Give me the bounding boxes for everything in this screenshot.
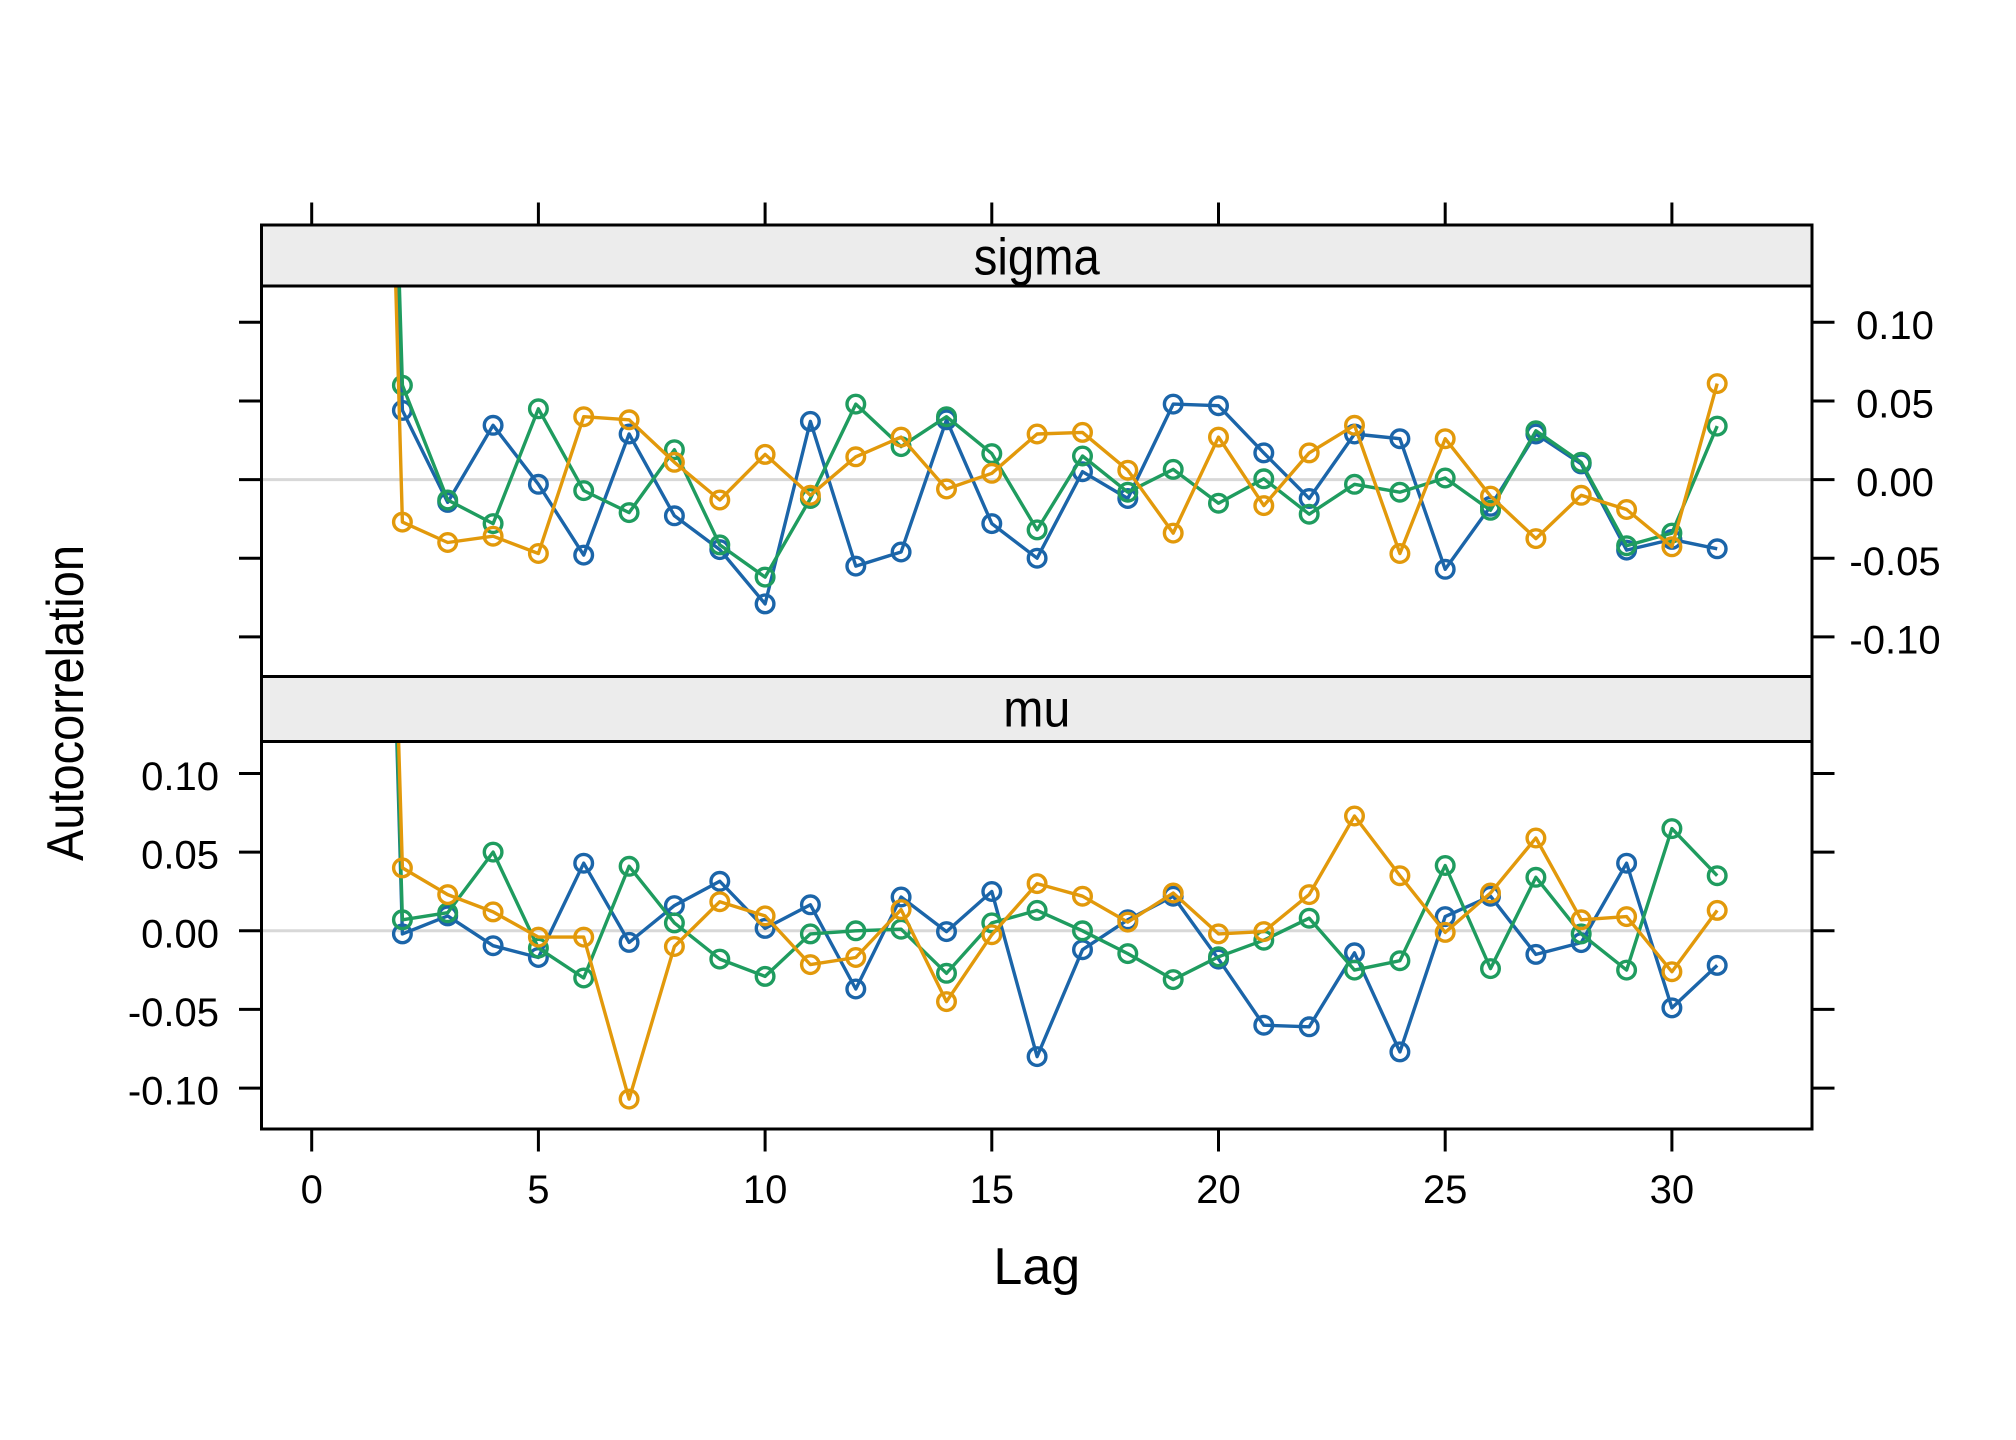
svg-text:0.00: 0.00 — [1856, 461, 1934, 505]
svg-text:0.05: 0.05 — [1856, 383, 1934, 427]
svg-text:Lag: Lag — [993, 1238, 1080, 1296]
svg-text:-0.10: -0.10 — [1849, 618, 1940, 662]
svg-text:25: 25 — [1423, 1168, 1468, 1212]
svg-text:Autocorrelation: Autocorrelation — [37, 545, 95, 861]
svg-text:sigma: sigma — [974, 229, 1100, 287]
svg-text:-0.10: -0.10 — [128, 1070, 219, 1114]
svg-text:0: 0 — [301, 1168, 323, 1212]
svg-text:5: 5 — [527, 1168, 549, 1212]
svg-text:mu: mu — [1003, 681, 1070, 739]
svg-text:10: 10 — [743, 1168, 788, 1212]
svg-text:0.05: 0.05 — [141, 834, 219, 878]
svg-text:0.10: 0.10 — [1856, 304, 1934, 348]
svg-text:0.00: 0.00 — [141, 912, 219, 956]
svg-text:30: 30 — [1650, 1168, 1695, 1212]
svg-text:0.10: 0.10 — [141, 755, 219, 799]
svg-text:-0.05: -0.05 — [128, 991, 219, 1035]
svg-text:15: 15 — [970, 1168, 1015, 1212]
svg-text:20: 20 — [1196, 1168, 1241, 1212]
svg-text:-0.05: -0.05 — [1849, 540, 1940, 584]
